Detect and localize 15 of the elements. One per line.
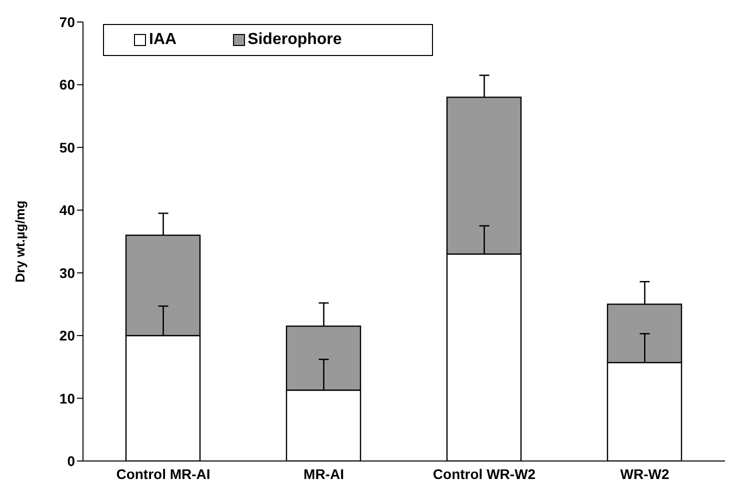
x-tick-label: WR-W2 xyxy=(620,466,670,482)
x-tick-label: MR-AI xyxy=(304,466,344,482)
y-tick-label: 60 xyxy=(59,76,76,93)
legend-label: Siderophore xyxy=(246,31,342,49)
y-tick-label: 40 xyxy=(59,202,76,218)
y-tick-label: 50 xyxy=(59,139,76,156)
legend-label: IAA xyxy=(148,31,177,49)
y-tick-label: 30 xyxy=(59,264,76,281)
x-tick-label: Control WR-W2 xyxy=(432,466,536,482)
y-tick-label: 70 xyxy=(59,14,76,30)
y-tick-label: 0 xyxy=(67,452,76,469)
y-tick-label: 20 xyxy=(59,328,76,344)
y-axis-title: Dry wt.µg/mg xyxy=(12,200,28,282)
x-tick-label: Control MR-AI xyxy=(116,466,210,482)
y-tick-label: 10 xyxy=(59,390,76,406)
